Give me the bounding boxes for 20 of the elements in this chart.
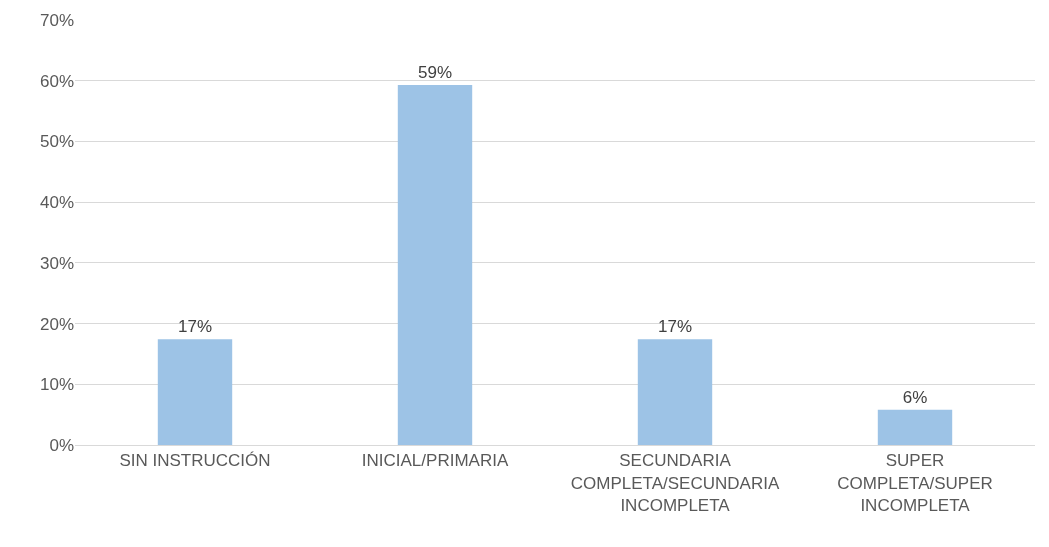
- x-tick-label: SUPER COMPLETA/SUPER INCOMPLETA: [837, 451, 993, 515]
- y-tick-label: 10%: [39, 375, 74, 395]
- data-label: 17%: [657, 317, 693, 337]
- x-tick-label: SECUNDARIA COMPLETA/SECUNDARIA INCOMPLETA: [570, 451, 780, 515]
- x-tick-label: INICIAL/PRIMARIA: [361, 451, 509, 471]
- y-tick-label: 50%: [39, 132, 74, 152]
- y-tick-label: 60%: [39, 71, 74, 91]
- bar: [637, 339, 713, 445]
- y-tick-label: 30%: [39, 253, 74, 273]
- bar: [397, 84, 473, 445]
- y-tick-label: 20%: [39, 314, 74, 334]
- y-tick-label: 40%: [39, 193, 74, 213]
- y-tick-label: 0%: [49, 435, 74, 455]
- data-label: 59%: [417, 62, 453, 82]
- x-tick-label: SIN INSTRUCCIÓN: [119, 451, 271, 471]
- data-label: 17%: [177, 317, 213, 337]
- data-label: 6%: [902, 387, 928, 407]
- y-tick-label: 70%: [39, 10, 74, 30]
- bar: [157, 339, 233, 445]
- bar: [877, 409, 953, 445]
